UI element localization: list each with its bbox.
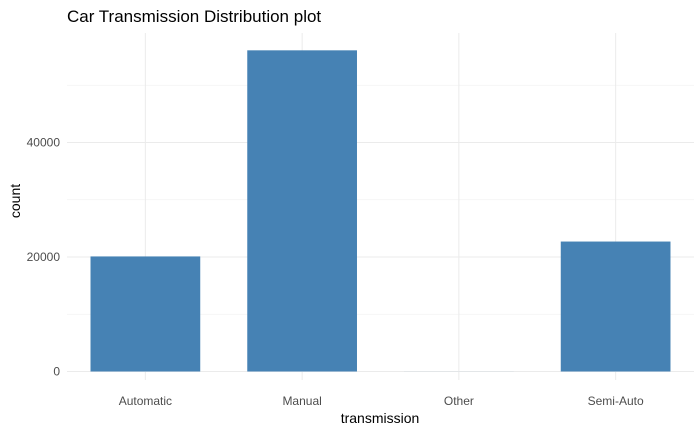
y-axis-label: count	[7, 184, 23, 218]
x-tick-label: Other	[444, 394, 474, 408]
bars	[90, 50, 671, 372]
x-tick-label: Semi-Auto	[588, 394, 644, 408]
chart-title: Car Transmission Distribution plot	[67, 7, 321, 26]
y-tick-labels: 0 20000 40000	[27, 136, 61, 379]
x-axis-label: transmission	[341, 410, 420, 426]
bar-manual	[247, 50, 357, 372]
bar-automatic	[90, 256, 201, 372]
y-tick-label: 0	[53, 365, 60, 379]
x-tick-label: Automatic	[119, 394, 172, 408]
x-tick-label: Manual	[282, 394, 321, 408]
y-tick-label: 20000	[27, 250, 61, 264]
x-tick-labels: Automatic Manual Other Semi-Auto	[119, 394, 644, 408]
y-tick-label: 40000	[27, 136, 61, 150]
bar-semi-auto	[560, 241, 671, 372]
